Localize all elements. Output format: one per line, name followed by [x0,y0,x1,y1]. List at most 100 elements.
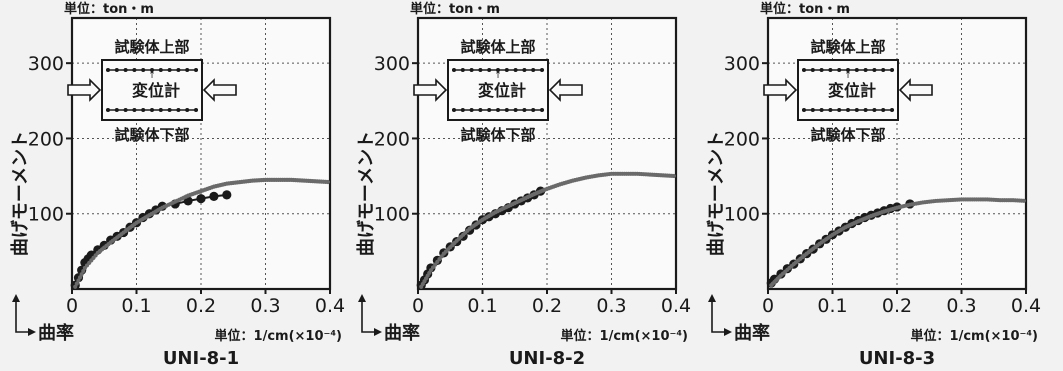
data-point [222,190,232,200]
gauge-dot [114,108,119,112]
arrow-up-head-icon [12,294,20,302]
gauge-dot [176,68,181,72]
gauge-dot [881,108,886,112]
diagram-center-label: 変位計 [132,81,180,100]
data-point-small [81,268,86,274]
chart-name: UNI-8-2 [509,348,585,369]
arrow-up-head-icon [358,294,366,302]
load-arrow-right-icon [202,78,237,102]
data-point-small [325,179,330,185]
x-unit-label: 単位：1/cm(×10⁻⁴) [561,328,688,344]
series-small-dot-dotted [73,177,330,289]
gauge-dot [802,68,806,72]
gauge-dot [487,68,492,72]
corner-axis-arrow-icon [15,296,32,333]
load-arrow-left-icon [67,78,102,102]
diagram-center-label: 変位計 [478,81,526,100]
y-tick-label: 300 [724,53,760,75]
gauge-dot [513,108,518,112]
unit-label: 単位：ton・m [64,1,154,17]
load-arrow-right-icon [548,78,583,102]
y-tick-label: 100 [374,204,410,226]
up-arrow-icon: ↑ [494,71,502,81]
gauge-dot [513,68,518,72]
x-tick-label: 0.2 [532,295,562,317]
x-unit-label: 単位：1/cm(×10⁻⁴) [215,328,342,344]
x-tick-label: 0.3 [250,295,280,317]
gauge-dot [185,68,190,72]
y-tick-label: 200 [28,128,64,150]
unit-label: 単位：ton・m [410,1,500,17]
gauge-dot [890,68,894,72]
x-tick-label: 0.1 [121,295,151,317]
corner-axis-arrow-icon [361,296,378,333]
gauge-dot [194,68,198,72]
gauge-dot [540,108,544,112]
gauge-dot [141,108,146,112]
x-tick-label: 0.4 [315,295,345,317]
gauge-dot [176,108,181,112]
x-axis-label: 曲率 [734,322,770,344]
x-tick-label: 0 [66,295,78,317]
x-tick-label: 0.4 [1011,295,1041,317]
gauge-dot [881,68,886,72]
load-arrow-right-icon [898,78,933,102]
gauge-dot [141,68,146,72]
gauge-dot [837,108,842,112]
gauge-dot [158,68,163,72]
x-axis-label: 曲率 [38,322,74,344]
diagram-top-label: 試験体上部 [114,38,189,56]
corner-axis-arrow-icon [711,296,728,333]
y-tick-label: 300 [374,53,410,75]
gauge-dot [854,68,859,72]
x-tick-label: 0.1 [467,295,497,317]
gauge-dot [460,108,465,112]
chart-panel-2: 100 200 300 0 0.1 0.2 0.3 0.4 単位：ton・m 試験体上部 ↑変位計試… [356,1,691,369]
gauge-dot [478,108,483,112]
gauge-dot [872,68,877,72]
chart-panel-3: 100 200 300 0 0.1 0.2 0.3 0.4 単位：ton・m 試験体上部 ↑変位計試… [706,1,1041,369]
up-arrow-icon: ↑ [844,71,852,81]
gauge-dot [460,68,465,72]
x-tick-label: 0 [412,295,424,317]
chart-name: UNI-8-3 [859,348,935,369]
unit-label: 単位：ton・m [760,1,850,17]
x-tick-label: 0.3 [946,295,976,317]
gauge-dot [802,108,806,112]
gauge-dot [890,108,894,112]
gauge-dot [540,68,544,72]
diagram-center-label: 変位計 [828,81,876,100]
y-tick-label: 300 [28,53,64,75]
chart-panel-1: 100 200 300 0 0.1 0.2 0.3 0.4 単位：ton・m 試験体上部 ↑変位計試… [10,1,345,369]
y-tick-label: 200 [724,128,760,150]
gauge-dot [872,108,877,112]
data-point [209,191,219,202]
gauge-dot [106,68,110,72]
gauge-dot [810,108,815,112]
gauge-dot [828,108,833,112]
y-tick-label: 200 [374,128,410,150]
x-unit-label: 単位：1/cm(×10⁻⁴) [911,328,1038,344]
gauge-dot [452,68,456,72]
gauge-dot [150,108,154,112]
x-tick-label: 0.1 [817,295,847,317]
data-point-small [73,284,78,289]
gauge-dot [837,68,842,72]
gauge-dot [150,68,154,72]
gauge-dot [846,108,850,112]
gauge-dot [167,108,172,112]
y-axis-label: 曲げモーメント [356,131,377,256]
data-point [196,194,206,204]
gauge-dot [469,108,474,112]
diagram-top-label: 試験体上部 [460,38,535,56]
data-point-small [76,278,81,283]
x-tick-label: 0.2 [882,295,912,317]
gauge-dot [522,68,527,72]
x-tick-label: 0.2 [186,295,216,317]
arrow-right-head-icon [28,328,36,336]
gauge-dot [522,108,527,112]
diagram-bottom-label: 試験体下部 [810,126,885,144]
